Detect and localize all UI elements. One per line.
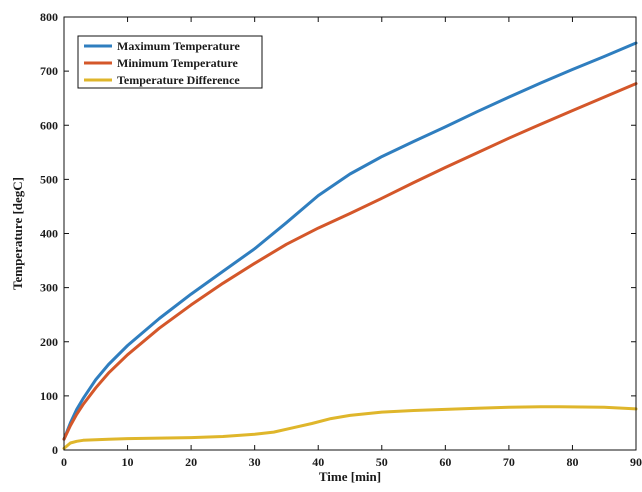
x-tick-label: 70: [503, 455, 515, 469]
x-tick-label: 90: [630, 455, 642, 469]
y-tick-label: 500: [40, 172, 58, 186]
series-layer: [62, 41, 638, 450]
series-line-temperature-difference: [62, 405, 638, 450]
x-tick-label: 30: [249, 455, 261, 469]
x-tick-label: 80: [566, 455, 578, 469]
y-tick-label: 300: [40, 281, 58, 295]
x-tick-label: 10: [122, 455, 134, 469]
legend-label-minimum: Minimum Temperature: [117, 56, 238, 70]
tick-layer: 0 10 20 30 40 50 60 70 80 90 0 100 200 300 400 500 600 70…: [40, 10, 642, 469]
x-tick-label: 60: [439, 455, 451, 469]
y-tick-label: 100: [40, 389, 58, 403]
x-tick-label: 0: [61, 455, 67, 469]
legend-label-difference: Temperature Difference: [117, 73, 240, 87]
x-tick-label: 50: [376, 455, 388, 469]
y-tick-label: 800: [40, 10, 58, 24]
x-axis-title: Time [min]: [319, 469, 381, 484]
y-axis-title: Temperature [degC]: [10, 177, 25, 290]
y-tick-label: 0: [52, 443, 58, 457]
series-line-minimum-temperature: [62, 82, 638, 441]
x-tick-label: 40: [312, 455, 324, 469]
y-tick-label: 600: [40, 118, 58, 132]
legend: Maximum Temperature Minimum Temperature …: [77, 35, 263, 89]
y-tick-label: 400: [40, 227, 58, 241]
x-tick-label: 20: [185, 455, 197, 469]
series-line-maximum-temperature: [62, 41, 638, 441]
legend-label-maximum: Maximum Temperature: [117, 39, 240, 53]
y-tick-label: 700: [40, 64, 58, 78]
y-tick-label: 200: [40, 335, 58, 349]
